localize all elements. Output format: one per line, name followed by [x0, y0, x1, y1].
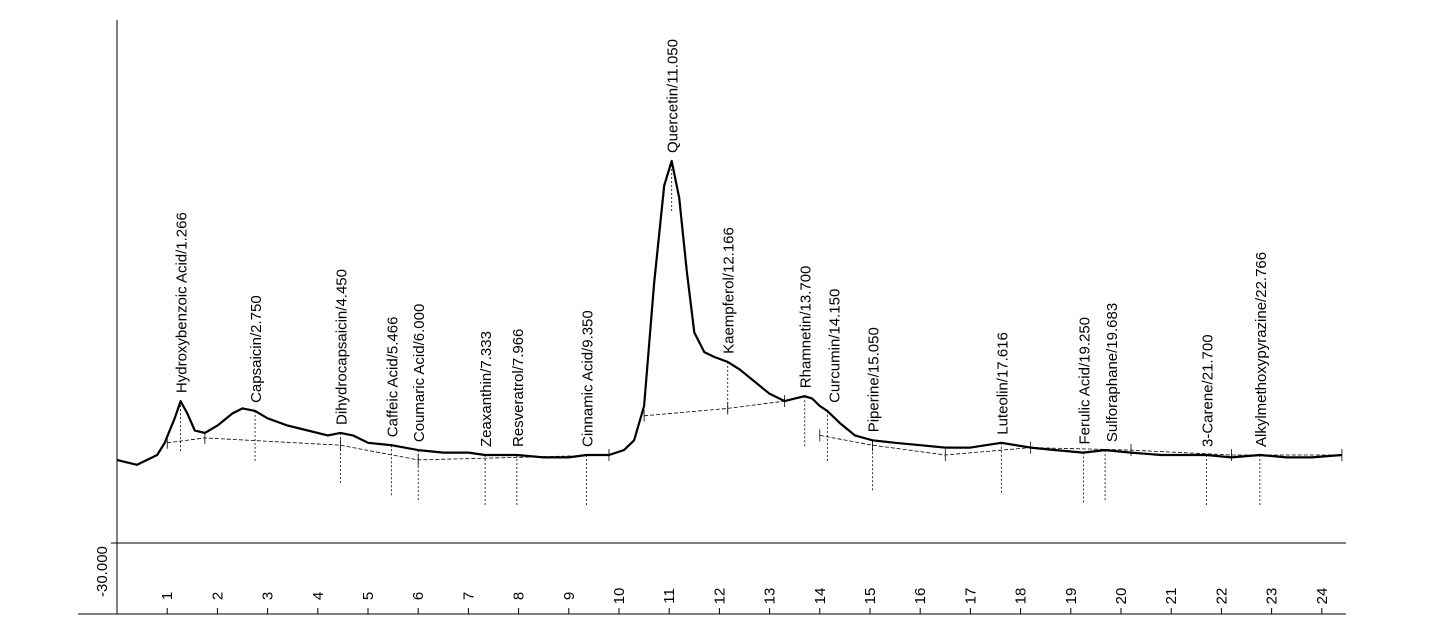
peak-labels: Hydroxybenzoic Acid/1.266 Capsaicin/2.750…	[174, 39, 1270, 447]
x-tick-label: 3	[260, 592, 277, 600]
x-tick-label: 5	[360, 592, 377, 600]
x-tick-label: 2	[209, 592, 226, 600]
x-tick-label: 22	[1213, 588, 1230, 605]
x-tick-label: 16	[912, 588, 929, 605]
peak-droplines	[180, 161, 1261, 505]
x-tick-label: 7	[460, 592, 477, 600]
axes: -30.000 1 2 3 4 5 6 7 8 9 10 11 12 13 14 15 16 17 18 19 20 2…	[78, 20, 1346, 615]
x-ticks: 1 2 3 4 5 6 7 8 9 10 11 12 13 14 15 16 17 18 19 20 21 22 23 24	[159, 588, 1331, 614]
peak-label: Ferulic Acid/19.250	[1076, 317, 1093, 445]
x-tick-label: 13	[762, 588, 779, 605]
x-tick-label: 23	[1264, 588, 1281, 605]
peak-label: Piperine/15.050	[866, 327, 883, 432]
peak-label: Sulforaphane/19.683	[1104, 303, 1121, 442]
baseline-segment	[167, 437, 610, 461]
x-tick-label: 12	[711, 588, 728, 605]
x-tick-label: 11	[661, 588, 678, 604]
peak-label: 3-Carene/21.700	[1199, 334, 1216, 447]
x-tick-label: 4	[310, 592, 327, 600]
peak-label: Hydroxybenzoic Acid/1.266	[174, 212, 191, 393]
x-tick-label: 21	[1163, 588, 1180, 605]
peak-label: Capsaicin/2.750	[248, 295, 265, 403]
peak-label: Caffeic Acid/5.466	[384, 317, 401, 438]
peak-label: Coumaric Acid/6.000	[411, 304, 428, 442]
peak-label: Cinnamic Acid/9.350	[579, 310, 596, 447]
x-tick-label: 20	[1113, 588, 1130, 605]
x-tick-label: 24	[1314, 588, 1331, 605]
x-tick-label: 9	[561, 592, 578, 600]
peak-label: Alkylmethoxypyrazine/22.766	[1253, 252, 1270, 447]
peak-label: Dihydrocapsaicin/4.450	[333, 269, 350, 425]
x-tick-label: 18	[1013, 588, 1030, 605]
baseline-segment	[644, 400, 785, 417]
x-tick-label: 8	[511, 592, 528, 600]
y-tick: -30.000	[94, 542, 117, 597]
peak-label: Kaempferol/12.166	[721, 227, 738, 354]
peak-label: Quercetin/11.050	[665, 39, 682, 153]
peak-label: Zeaxanthin/7.333	[478, 331, 495, 447]
x-tick-label: 14	[812, 588, 829, 605]
x-tick-label: 6	[410, 592, 427, 600]
y-tick-label: -30.000	[94, 546, 111, 597]
x-tick-label: 1	[159, 592, 176, 600]
x-tick-label: 15	[862, 588, 879, 605]
x-tick-label: 19	[1063, 588, 1080, 605]
peak-label: Luteolin/17.616	[994, 332, 1011, 435]
x-tick-label: 10	[611, 588, 628, 605]
chromatogram-trace	[116, 159, 1342, 466]
peak-label: Rhamnetin/13.700	[798, 266, 815, 389]
peak-label: Resveratrol/7.966	[510, 329, 527, 447]
peak-label: Curcumin/14.150	[826, 289, 843, 403]
x-tick-label: 17	[962, 588, 979, 605]
